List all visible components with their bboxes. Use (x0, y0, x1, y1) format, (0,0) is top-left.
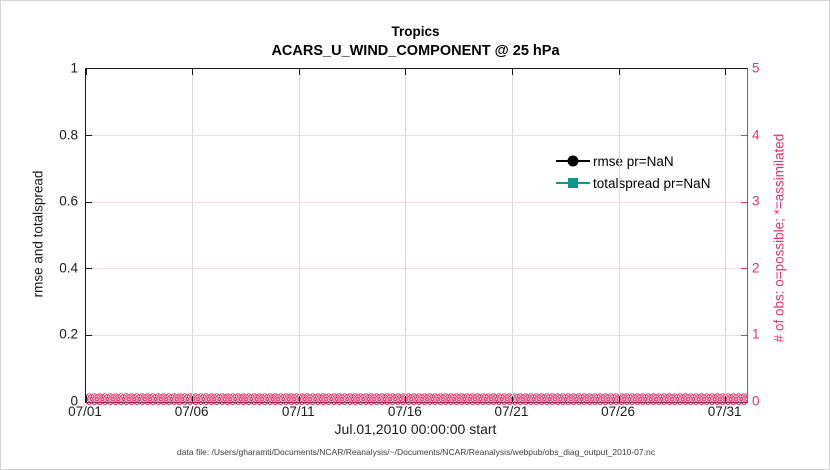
plot-area: rmse pr=NaN totalspread pr=NaN (85, 68, 748, 405)
gridline-vertical (725, 69, 727, 402)
obs-markers-band (85, 393, 748, 405)
y-tick-label-left: 0 (70, 393, 78, 409)
x-axis-label: Jul.01,2010 00:00:00 start (334, 421, 497, 437)
x-tick-label: 07/21 (494, 404, 529, 419)
x-tick-top (405, 69, 407, 75)
y-tick-label-left: 0.8 (59, 127, 78, 143)
x-tick-bottom (618, 396, 620, 402)
title-block: Tropics ACARS_U_WIND_COMPONENT @ 25 hPa (85, 22, 746, 61)
y-tick-right (741, 334, 747, 336)
y-tick-left (86, 334, 92, 336)
right-axis-label: # of obs: o=possible; *=assimilated (771, 133, 787, 343)
x-tick-bottom (405, 396, 407, 402)
y-tick-left (86, 201, 92, 203)
x-tick-top (298, 69, 300, 75)
x-tick-top (725, 69, 727, 75)
y-tick-left (86, 268, 92, 270)
x-tick-top (618, 69, 620, 75)
legend-label-totalspread: totalspread pr=NaN (593, 175, 711, 191)
x-tick-top (192, 69, 194, 75)
y-tick-label-right: 4 (752, 127, 760, 143)
y-tick-left (86, 135, 92, 137)
legend: rmse pr=NaN totalspread pr=NaN (556, 150, 710, 194)
gridline-vertical (511, 69, 513, 402)
x-tick-bottom (725, 396, 727, 402)
gridline-vertical (618, 69, 620, 402)
x-tick-label: 07/06 (174, 404, 209, 419)
x-tick-bottom (511, 396, 514, 402)
gridline-vertical (298, 69, 300, 402)
rmse-line-circle-marker (556, 154, 590, 168)
left-axis-label: rmse and totalspread (30, 170, 46, 298)
x-tick-label: 07/11 (281, 404, 315, 419)
y-tick-label-right: 3 (752, 193, 760, 209)
y-tick-label-left: 0.2 (59, 326, 78, 342)
x-tick-label: 07/01 (68, 404, 102, 419)
chart-title: Tropics (391, 24, 440, 39)
gridline-vertical (192, 69, 194, 402)
legend-label-rmse: rmse pr=NaN (593, 153, 674, 169)
y-tick-label-left: 0.4 (59, 260, 78, 276)
y-tick-right (741, 135, 747, 137)
gridline-horizontal (86, 135, 747, 137)
y-tick-label-right: 1 (752, 326, 760, 342)
totalspread-line-square-marker (556, 176, 590, 190)
y-tick-label-right: 0 (752, 393, 760, 409)
y-tick-label-right: 5 (752, 60, 760, 76)
x-tick-label: 07/26 (601, 404, 635, 419)
legend-item-rmse[interactable]: rmse pr=NaN (556, 150, 710, 172)
data-file-footnote: data file: /Users/gharamti/Documents/NCA… (177, 447, 655, 457)
gridline-horizontal (86, 334, 747, 336)
x-tick-top (511, 69, 514, 75)
y-tick-right (741, 201, 747, 203)
x-tick-bottom (192, 396, 194, 402)
x-tick-top (85, 69, 87, 75)
y-tick-label-right: 2 (752, 260, 760, 276)
y-tick-label-left: 0.6 (59, 193, 78, 209)
x-tick-label: 07/31 (707, 404, 742, 419)
gridline-horizontal (86, 268, 747, 270)
legend-item-totalspread[interactable]: totalspread pr=NaN (556, 172, 710, 194)
y-tick-right (741, 268, 747, 270)
x-tick-label: 07/16 (387, 404, 422, 419)
x-tick-bottom (85, 396, 87, 402)
x-tick-bottom (298, 396, 300, 402)
gridline-vertical (405, 69, 407, 402)
y-tick-label-left: 1 (70, 60, 78, 76)
chart-subtitle: ACARS_U_WIND_COMPONENT @ 25 hPa (271, 43, 560, 59)
gridline-horizontal (86, 201, 747, 203)
